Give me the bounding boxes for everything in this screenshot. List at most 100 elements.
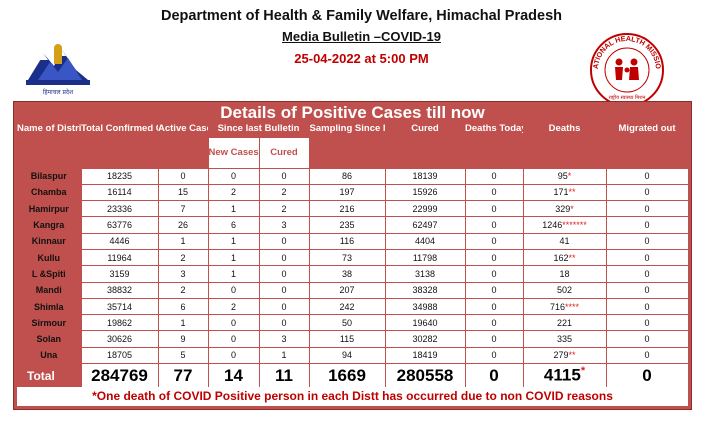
deaths-value: 171	[553, 187, 569, 198]
cell-cured-since: 0	[258, 281, 310, 299]
header-migrated: Migrated out	[618, 124, 676, 134]
cell-active: 6	[157, 297, 209, 316]
cell-new-cases: 0	[207, 330, 260, 348]
deaths-value: 41	[559, 236, 570, 247]
header-deaths-today: Deaths Today	[465, 124, 524, 134]
cell-total: 38832	[80, 281, 159, 299]
nhm-logo-subtext: राष्ट्रीय स्वास्थ्य मिशन	[609, 94, 646, 101]
total-deaths: 4115*	[522, 363, 607, 389]
cell-deaths: 279**	[522, 346, 607, 365]
cell-deaths: 1246*******	[522, 216, 607, 234]
hp-emblem-logo: हिमाचल प्रदेश	[26, 44, 90, 96]
cell-migrated: 0	[605, 297, 689, 316]
nhm-logo: NATIONAL HEALTH MISSION राष्ट्रीय स्वास्…	[586, 26, 664, 107]
total-deaths-value: 4115	[543, 365, 581, 385]
cell-active: 2	[157, 248, 209, 267]
cell-migrated: 0	[605, 314, 689, 332]
district-name: Chamba	[30, 187, 67, 198]
cell-active: 5	[157, 346, 209, 365]
cell-cured: 62497	[384, 216, 466, 234]
cell-deaths: 41	[522, 232, 607, 250]
deaths-value: 335	[557, 334, 573, 345]
cell-new-cases: 0	[207, 346, 260, 365]
total-deaths-today: 0	[464, 363, 524, 389]
table-row: Kangra 63776 26 6 3 235 62497 0 1246******* 0	[17, 216, 689, 234]
table-row: Shimla 35714 6 2 0 242 34988 0 716**** 0	[17, 297, 689, 316]
deaths-value: 162	[553, 252, 569, 263]
cell-cured-since: 0	[258, 297, 310, 316]
cell-cured: 18419	[384, 346, 466, 365]
cell-active: 1	[157, 232, 209, 250]
total-migrated: 0	[605, 363, 689, 389]
cell-deaths: 171**	[522, 183, 607, 202]
district-name: Solan	[36, 334, 61, 345]
deaths-value: 221	[557, 317, 573, 328]
cell-deaths-today: 0	[464, 248, 524, 267]
cell-deaths: 502	[522, 281, 607, 299]
cell-new-cases: 0	[207, 281, 260, 299]
cell-new-cases: 1	[207, 200, 260, 218]
cell-sampling: 38	[308, 265, 386, 283]
cell-migrated: 0	[605, 281, 689, 299]
cell-deaths: 716****	[522, 297, 607, 316]
cell-total: 19862	[80, 314, 159, 332]
bulletin-datetime: 25-04-2022 at 5:00 PM	[294, 51, 429, 66]
cell-new-cases: 0	[207, 314, 260, 332]
cell-sampling: 235	[308, 216, 386, 234]
cell-migrated: 0	[605, 216, 689, 234]
total-label: Total	[27, 368, 55, 383]
table-row: Hamirpur 23336 7 1 2 216 22999 0 329* 0	[17, 200, 689, 218]
deaths-mark: **	[568, 350, 576, 361]
cell-deaths: 335	[522, 330, 607, 348]
cell-cured-since: 1	[258, 346, 310, 365]
department-title: Department of Health & Family Welfare, H…	[160, 8, 562, 24]
positive-cases-panel: Details of Positive Cases till now Name …	[13, 101, 692, 410]
district-name: Bilaspur	[30, 171, 67, 182]
deaths-mark: *	[567, 171, 572, 182]
cell-migrated: 0	[605, 232, 689, 250]
header-cured-since: Cured	[258, 137, 310, 169]
cell-cured: 19640	[384, 314, 466, 332]
cell-cured: 4404	[384, 232, 466, 250]
header-district: Name of District	[17, 124, 81, 134]
hp-emblem-caption: हिमाचल प्रदेश	[43, 88, 74, 96]
cell-cured: 22999	[384, 200, 466, 218]
table-row: Bilaspur 18235 0 0 0 86 18139 0 95* 0	[17, 167, 689, 185]
cell-migrated: 0	[605, 346, 689, 365]
cell-sampling: 242	[308, 297, 386, 316]
cell-sampling: 115	[308, 330, 386, 348]
cell-active: 1	[157, 314, 209, 332]
deaths-mark: *******	[562, 220, 587, 231]
cell-new-cases: 0	[207, 167, 260, 185]
cell-total: 11964	[80, 248, 159, 267]
cell-total: 35714	[80, 297, 159, 316]
district-name: Hamirpur	[28, 203, 69, 214]
footnote: *One death of COVID Positive person in e…	[17, 387, 688, 406]
header-total-confirmed: Total Confirmed Cases	[81, 124, 158, 134]
cell-sampling: 207	[308, 281, 386, 299]
cell-deaths-today: 0	[464, 265, 524, 283]
cell-migrated: 0	[605, 248, 689, 267]
cell-cured-since: 0	[258, 232, 310, 250]
cell-deaths: 18	[522, 265, 607, 283]
cell-total: 23336	[80, 200, 159, 218]
table-row: Chamba 16114 15 2 2 197 15926 0 171** 0	[17, 183, 689, 202]
deaths-mark: **	[568, 187, 576, 198]
cell-deaths: 221	[522, 314, 607, 332]
cell-active: 3	[157, 265, 209, 283]
cell-deaths-today: 0	[464, 330, 524, 348]
district-name: Kangra	[33, 220, 65, 231]
deaths-value: 18	[559, 268, 570, 279]
cell-new-cases: 2	[207, 183, 260, 202]
deaths-mark: *	[570, 203, 574, 214]
cell-deaths-today: 0	[464, 167, 524, 185]
deaths-value: 502	[557, 285, 573, 296]
cell-new-cases: 1	[207, 248, 260, 267]
table-row: Kinnaur 4446 1 1 0 116 4404 0 41 0	[17, 232, 689, 250]
table-row: Una 18705 5 0 1 94 18419 0 279** 0	[17, 346, 689, 365]
cell-cured-since: 3	[258, 216, 310, 234]
table-row: L &Spiti 3159 3 1 0 38 3138 0 18 0	[17, 265, 689, 283]
cell-active: 7	[157, 200, 209, 218]
cell-deaths-today: 0	[464, 297, 524, 316]
cell-cured: 34988	[384, 297, 466, 316]
